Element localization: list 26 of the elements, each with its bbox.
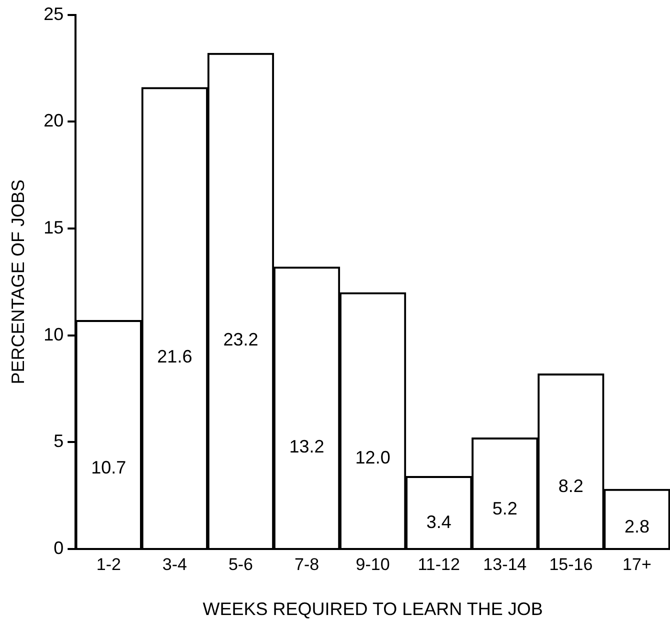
x-tick-label: 7-8: [294, 554, 320, 574]
y-tick-label: 15: [44, 217, 64, 238]
y-tick-label: 0: [54, 538, 64, 558]
x-tick-label: 5-6: [228, 554, 254, 574]
data-label: 5.2: [492, 498, 518, 518]
data-label: 10.7: [91, 457, 126, 478]
x-axis-title: WEEKS REQUIRED TO LEARN THE JOB: [202, 599, 543, 620]
y-tick-label: 25: [44, 4, 64, 24]
x-tick-label: 15-16: [549, 554, 593, 574]
x-tick-label: 17+: [622, 554, 652, 574]
x-tick-label: 11-12: [418, 554, 460, 574]
y-axis-title: PERCENTAGE OF JOBS: [8, 180, 28, 384]
y-tick-label: 20: [44, 110, 64, 131]
y-tick-label: 5: [54, 431, 64, 452]
data-label: 3.4: [426, 512, 452, 532]
x-tick-label: 3-4: [162, 554, 187, 574]
data-label: 2.8: [624, 516, 650, 536]
x-tick-label: 13-14: [483, 554, 527, 574]
x-tick-label: 9-10: [356, 554, 390, 574]
y-tick-label: 10: [44, 324, 64, 344]
data-label: 21.6: [157, 346, 192, 367]
data-label: 13.2: [289, 436, 324, 456]
data-label: 12.0: [355, 448, 390, 468]
x-tick-label: 1-2: [96, 554, 121, 574]
data-label: 8.2: [558, 476, 584, 496]
data-label: 23.2: [223, 330, 258, 350]
